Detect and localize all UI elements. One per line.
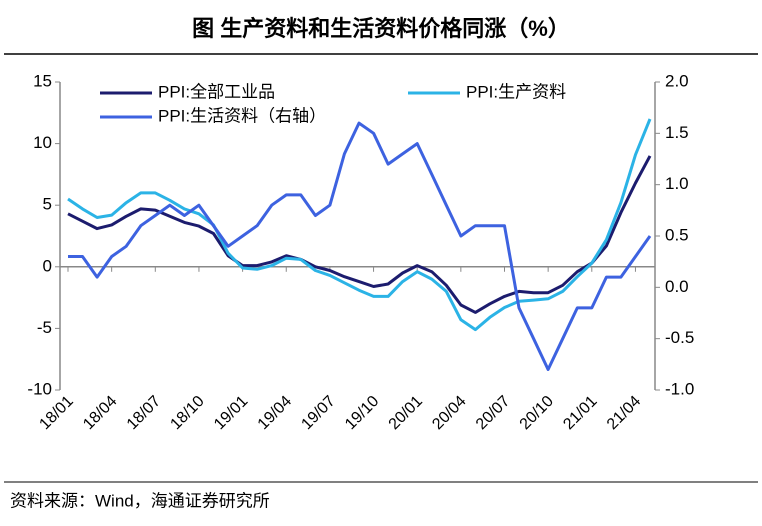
- y-tick-label: -10: [27, 379, 52, 398]
- x-tick-label: 18/01: [36, 393, 76, 433]
- series-line: [68, 121, 652, 371]
- x-tick-label: 20/01: [386, 393, 426, 433]
- y-tick-label: 10: [33, 133, 52, 152]
- series-line: [67, 118, 652, 332]
- x-tick-label: 21/04: [604, 393, 644, 433]
- y-tick-label: 5: [43, 195, 52, 214]
- x-tick-label: 19/07: [298, 393, 338, 433]
- x-tick-label: 18/10: [167, 393, 207, 433]
- x-tick-label: 18/07: [124, 393, 164, 433]
- y2-tick-label: 1.0: [665, 174, 689, 193]
- x-tick-label: 20/07: [473, 393, 513, 433]
- source: 资料来源：Wind，海通证券研究所: [10, 491, 270, 510]
- y2-tick-label: 0.0: [665, 277, 689, 296]
- x-tick-label: 18/04: [80, 393, 120, 433]
- legend-label: PPI:生产资料: [466, 82, 566, 101]
- x-tick-label: 19/04: [255, 393, 295, 433]
- y2-tick-label: 2.0: [665, 71, 689, 90]
- y2-tick-label: 0.5: [665, 225, 689, 244]
- y-tick-label: -5: [37, 318, 52, 337]
- y2-tick-label: -0.5: [665, 328, 694, 347]
- y2-tick-label: -1.0: [665, 379, 694, 398]
- series-line: [67, 155, 652, 314]
- y-tick-label: 0: [43, 256, 52, 275]
- y2-tick-label: 1.5: [665, 123, 689, 142]
- legend-label: PPI:全部工业品: [158, 82, 275, 101]
- x-tick-label: 19/10: [342, 393, 382, 433]
- chart-title: 图 生产资料和生活资料价格同涨（%）: [192, 16, 570, 41]
- y-tick-label: 15: [33, 71, 52, 90]
- x-tick-label: 20/10: [517, 393, 557, 433]
- x-tick-label: 19/01: [211, 393, 251, 433]
- x-tick-label: 20/04: [429, 393, 469, 433]
- legend-label: PPI:生活资料（右轴）: [158, 106, 326, 125]
- x-tick-label: 21/01: [560, 393, 600, 433]
